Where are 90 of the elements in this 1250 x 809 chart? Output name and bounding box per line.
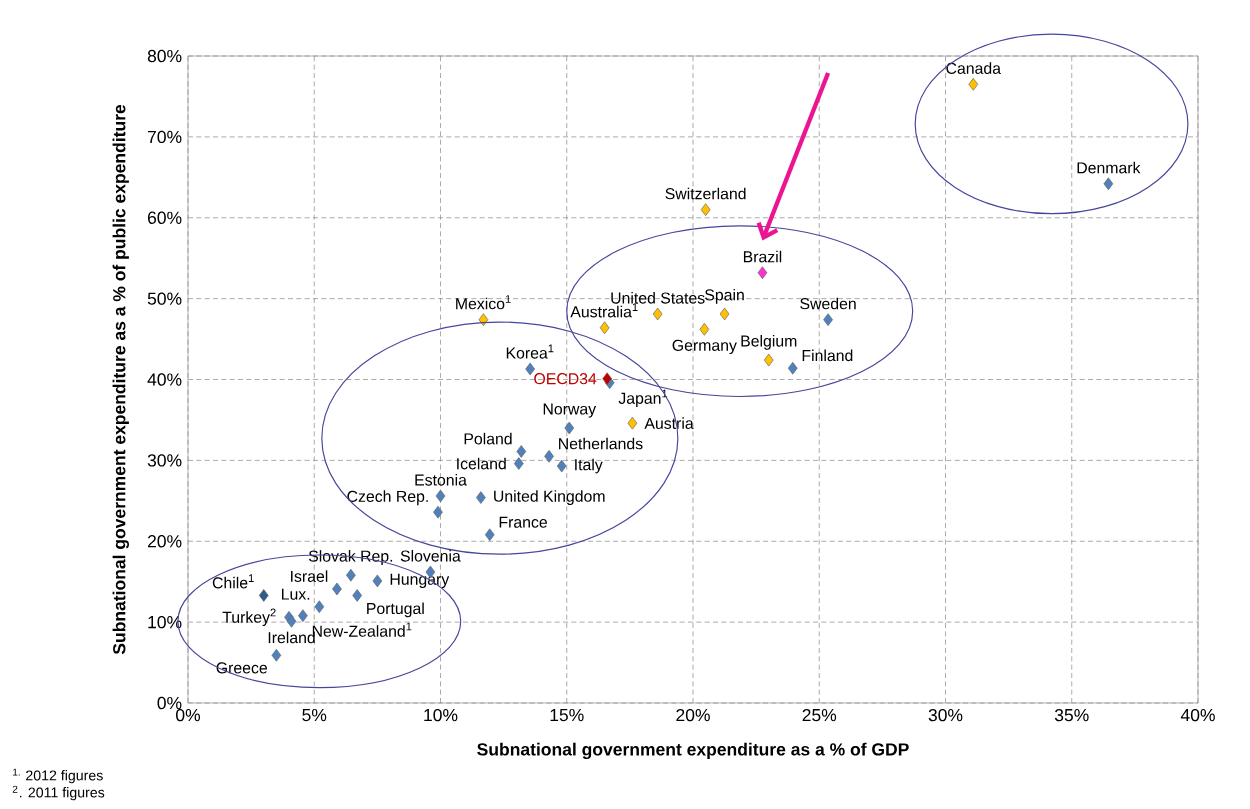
point [823,313,833,326]
point [478,313,489,326]
point [700,203,711,216]
y-axis-title: Subnational government expenditure as a % of public expenditure [112,104,129,655]
y-tick-label: 80% [147,49,182,63]
annotation: Australia$^{1}$ [570,303,638,318]
annotation: Canada [946,62,1001,74]
point [314,600,325,614]
point [968,77,979,91]
point [556,459,567,473]
y-tick-label: 0% [157,696,182,710]
point [433,505,443,519]
annotation: Turkey$^{2}$ [222,608,276,626]
annotation: New-Zealand$^{1}$ [312,622,412,637]
annotation: Mexico$^{1}$ [456,295,511,310]
point [599,321,610,335]
annotation: Poland [464,432,512,445]
point [1103,177,1114,191]
text: $^{1.}$ 2012 figures [13,768,103,784]
point [484,528,495,542]
annotation: Iceland [457,457,506,470]
x-tick-label: 15% [550,708,584,722]
annotation: Austria [644,417,694,429]
x-tick-label: 25% [802,708,837,722]
annotation: Netherlands [559,437,643,450]
y-tick-label: 40% [147,373,182,386]
point [352,589,363,602]
point [346,568,356,582]
x-tick-label: 5% [302,708,327,722]
annotation: Japan$^{1}$ [618,389,668,408]
x-tick-label: 30% [928,708,963,722]
point [787,361,798,375]
annotation: France [499,516,547,528]
y-tick-label: 50% [147,292,182,305]
point [627,416,638,430]
annotation: Brazil [743,250,782,263]
text: $^{2}$. 2011 figures [12,785,105,801]
x-tick-label: 0% [176,708,201,722]
point [516,445,527,458]
point [602,372,612,386]
annotation: Estonia [415,474,467,486]
annotation: Korea$^{1}$ [506,344,554,359]
point [757,266,768,280]
point [372,574,383,588]
annotation: Norway [543,403,597,418]
annotation: Germany [672,339,737,355]
point [476,491,486,504]
annotation: Spain [705,288,744,304]
point [298,609,308,622]
annotation: Lux. [282,588,310,600]
annotation: Italy [575,458,603,474]
annotation: Finland [802,349,853,362]
annotation: Czech Rep. [347,490,428,506]
annotation: Sweden [800,297,856,310]
annotation: Portugal [367,602,424,618]
annotation: Slovenia [400,550,461,562]
y-tick-label: 70% [147,130,182,144]
y-tick-label: 10% [148,615,182,629]
y-tick-label: 60% [147,211,182,224]
point [258,589,269,602]
point [719,307,730,321]
point [763,353,774,367]
annotation: Ireland [268,631,315,644]
point [699,323,710,336]
y-tick-label: 30% [147,454,182,467]
point [435,489,446,503]
x-tick-label: 10% [424,708,458,722]
x-tick-label: 20% [676,708,710,722]
annotation: Slovak Rep. [308,550,393,565]
annotation: Denmark [1077,161,1141,174]
point [525,362,535,376]
x-tick-label: 40% [1180,708,1215,722]
x-tick-label: 35% [1054,708,1089,722]
series-label: OECD34 [534,373,597,385]
point [544,449,554,463]
point [332,582,342,596]
point [286,614,297,628]
annotation: Belgium [741,335,797,350]
y-tick-label: 20% [147,535,182,548]
point [513,457,524,470]
annotation: United Kingdom [494,490,605,505]
annotation: Israel [291,570,328,582]
annotation: Switzerland [665,187,746,200]
point [271,648,282,662]
point [564,421,575,435]
annotation: United States [611,292,705,304]
annotation: Chile$^{1}$ [212,574,254,589]
point [652,307,663,321]
x-axis-title: Subnational government expenditure as a % of GDP [477,742,909,760]
annotation: Greece [216,662,268,674]
